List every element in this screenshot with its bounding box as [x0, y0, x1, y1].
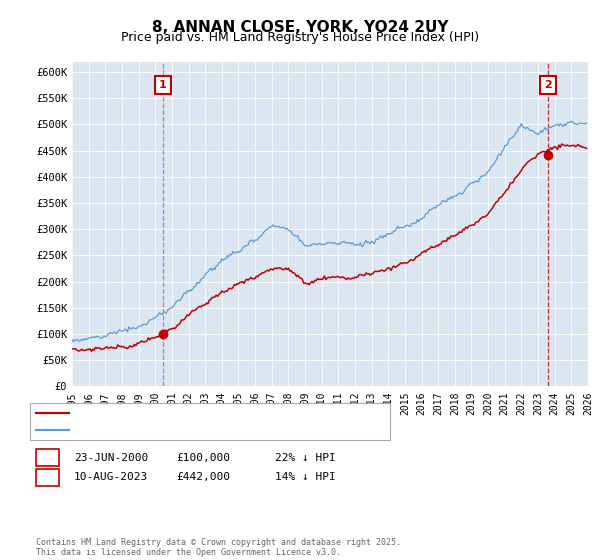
Text: 8, ANNAN CLOSE, YORK, YO24 2UY: 8, ANNAN CLOSE, YORK, YO24 2UY [152, 20, 448, 35]
Text: 1: 1 [159, 80, 167, 90]
Text: £100,000: £100,000 [176, 452, 230, 463]
Text: Price paid vs. HM Land Registry's House Price Index (HPI): Price paid vs. HM Land Registry's House … [121, 31, 479, 44]
Text: 14% ↓ HPI: 14% ↓ HPI [275, 472, 335, 482]
Text: Contains HM Land Registry data © Crown copyright and database right 2025.
This d: Contains HM Land Registry data © Crown c… [36, 538, 401, 557]
Text: 10-AUG-2023: 10-AUG-2023 [74, 472, 148, 482]
Text: 23-JUN-2000: 23-JUN-2000 [74, 452, 148, 463]
Text: HPI: Average price, detached house, York: HPI: Average price, detached house, York [75, 424, 290, 435]
Text: £442,000: £442,000 [176, 472, 230, 482]
Text: 2: 2 [44, 472, 51, 482]
Text: 1: 1 [44, 452, 51, 463]
Text: 2: 2 [544, 80, 552, 90]
Text: 8, ANNAN CLOSE, YORK, YO24 2UY (detached house): 8, ANNAN CLOSE, YORK, YO24 2UY (detached… [75, 408, 350, 418]
Text: 22% ↓ HPI: 22% ↓ HPI [275, 452, 335, 463]
